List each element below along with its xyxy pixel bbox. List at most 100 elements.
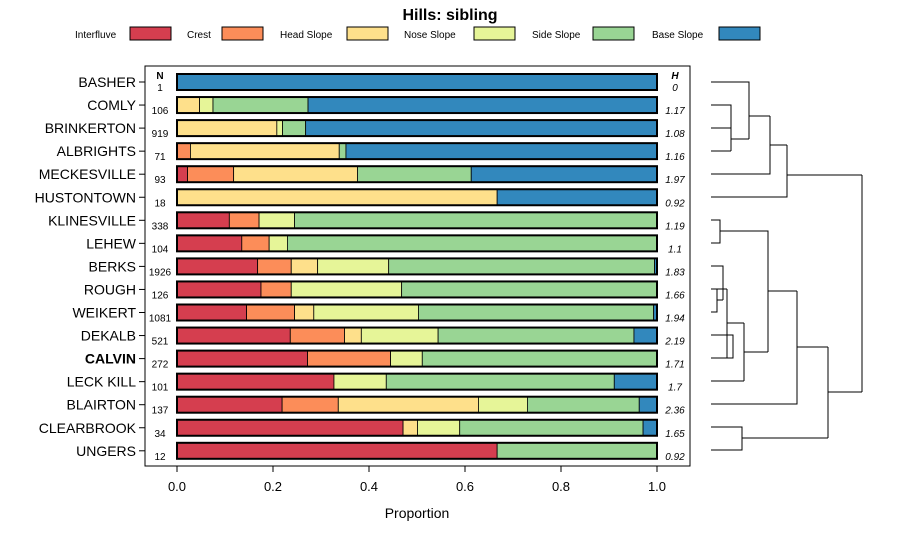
h-value: 1.94 — [665, 314, 685, 325]
bar-segment — [527, 396, 640, 414]
bar-segment — [417, 419, 461, 437]
n-value: 1 — [157, 83, 163, 94]
n-value: 521 — [152, 337, 169, 348]
bar-segment — [642, 419, 658, 437]
bar-outline — [176, 418, 658, 437]
x-tick-label: 0.8 — [552, 479, 570, 494]
legend-label: Crest — [187, 30, 211, 41]
legend-swatch — [129, 26, 172, 41]
row-label: HUSTONTOWN — [35, 189, 136, 205]
n-value: 18 — [154, 198, 166, 209]
h-value: 1.71 — [665, 360, 684, 371]
bar-segment — [228, 211, 260, 229]
bar-segment — [176, 304, 247, 321]
bar-segment — [187, 165, 235, 183]
h-value: 1.7 — [668, 383, 682, 394]
h-value: 1.08 — [665, 129, 685, 140]
bar-outline — [176, 372, 658, 391]
bar-segment — [233, 165, 358, 183]
bar-outline — [176, 257, 658, 276]
bar-outline — [176, 96, 658, 115]
n-value: 12 — [154, 452, 166, 463]
n-value: 101 — [152, 383, 169, 394]
bar-segment — [257, 257, 292, 275]
bar-segment — [313, 304, 419, 321]
h-value: 1.19 — [665, 221, 685, 232]
bar-outline — [176, 280, 658, 299]
h-value: 2.36 — [664, 406, 685, 417]
h-value: 1.16 — [665, 152, 685, 163]
bar-segment — [459, 419, 644, 437]
bar-segment — [190, 142, 340, 160]
bar-outline — [176, 303, 658, 322]
bar-segment — [176, 142, 191, 160]
x-axis: 0.0 0.2 0.4 0.6 0.8 1.0 — [168, 466, 666, 494]
row-label: COMLY — [87, 97, 136, 113]
bar-segment — [176, 234, 243, 252]
bar-segment — [260, 281, 292, 298]
bar-segment — [176, 396, 283, 414]
bar-segment — [268, 234, 288, 252]
dendrogram — [711, 81, 863, 451]
row-label: KLINESVILLE — [48, 212, 136, 228]
bar-outline — [176, 188, 658, 207]
x-tick-label: 0.0 — [168, 479, 186, 494]
bar-segment — [294, 211, 658, 229]
x-axis-label: Proportion — [385, 505, 450, 521]
row-label: DEKALB — [81, 328, 136, 344]
bar-segment — [176, 373, 335, 391]
h-value: 0.92 — [665, 198, 685, 209]
n-value: 106 — [152, 106, 169, 117]
bar-segment — [176, 442, 498, 460]
bar-outline — [176, 326, 658, 345]
bar-segment — [281, 396, 339, 414]
bar-segment — [176, 188, 498, 206]
bar-segment — [176, 350, 308, 368]
row-label: CALVIN — [85, 351, 136, 367]
bar-segment — [388, 257, 656, 275]
bar-segment — [289, 327, 345, 344]
bar-segment — [258, 211, 295, 229]
h-value: 1.17 — [665, 106, 685, 117]
bar-segment — [633, 327, 658, 344]
h-value: 1.83 — [665, 267, 685, 278]
bar-segment — [176, 165, 188, 183]
legend-swatch — [473, 26, 516, 41]
bar-segment — [294, 304, 315, 321]
bar-segment — [613, 373, 658, 391]
row-label: BERKS — [89, 258, 136, 274]
bar-segment — [337, 396, 479, 414]
bar-segment — [338, 142, 347, 160]
bars — [176, 73, 658, 460]
dendrogram-branches — [711, 81, 863, 451]
row-label: MECKESVILLE — [39, 166, 136, 182]
h-value: 1.97 — [665, 175, 685, 186]
row-label: ROUGH — [84, 281, 136, 297]
bar-outline — [176, 395, 658, 414]
h-value: 2.19 — [664, 337, 685, 348]
legend-label: Base Slope — [652, 30, 704, 41]
bar-segment — [390, 350, 423, 368]
bar-segment — [307, 96, 658, 114]
n-value: 34 — [154, 429, 166, 440]
bar-segment — [199, 96, 214, 114]
bar-outline — [176, 234, 658, 253]
row-labels: BASHER COMLY BRINKERTON ALBRIGHTS MECKESVILL… — [35, 74, 145, 459]
legend-swatch — [718, 26, 761, 41]
bar-segment — [402, 419, 418, 437]
h-value: 0.92 — [665, 452, 685, 463]
legend-swatch — [592, 26, 635, 41]
legend-label: Side Slope — [532, 30, 581, 41]
bar-outline — [176, 349, 658, 368]
n-header: N — [156, 71, 163, 82]
bar-segment — [176, 73, 658, 91]
legend-label: Interfluve — [75, 30, 117, 41]
bar-segment — [401, 281, 658, 298]
n-value: 126 — [152, 290, 169, 301]
bar-segment — [276, 119, 283, 137]
bar-segment — [478, 396, 528, 414]
bar-segment — [437, 327, 635, 344]
bar-segment — [176, 281, 262, 298]
n-value: 137 — [152, 406, 169, 417]
